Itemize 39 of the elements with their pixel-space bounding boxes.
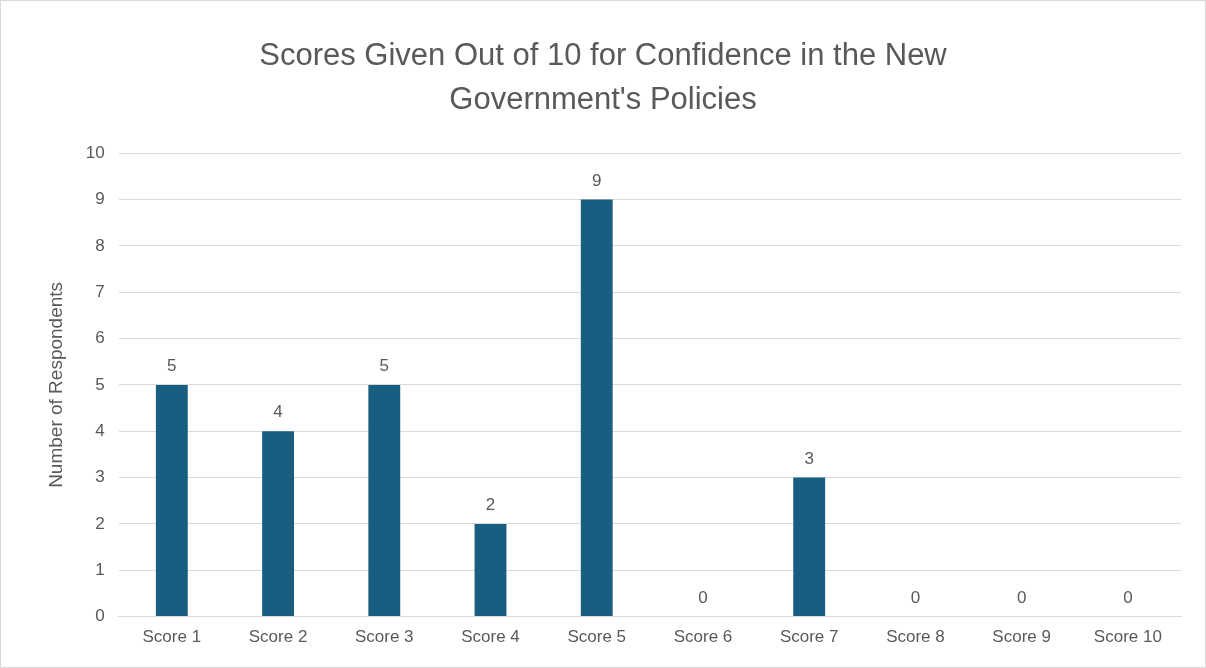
x-tick-label: Score 6 (673, 627, 733, 647)
data-label: 0 (910, 587, 921, 607)
y-axis-title: Number of Respondents (44, 281, 66, 488)
data-label: 0 (1016, 587, 1027, 607)
y-tick-label: 9 (95, 189, 105, 209)
y-tick-label: 10 (85, 142, 105, 162)
y-tick-label: 7 (95, 281, 105, 301)
x-tick-label: Score 9 (992, 627, 1051, 647)
x-tick-label: Score 10 (1093, 627, 1162, 647)
x-tick-label: Score 2 (248, 627, 308, 647)
y-tick-label: 5 (95, 374, 105, 394)
bar (580, 199, 613, 617)
bar (474, 523, 507, 617)
data-label: 0 (698, 587, 708, 607)
bar (368, 384, 401, 617)
y-tick-label: 6 (95, 328, 105, 348)
y-tick-label: 4 (95, 420, 105, 440)
x-tick-label: Score 4 (461, 627, 520, 647)
x-tick-label: Score 8 (886, 627, 945, 647)
bar (262, 431, 294, 617)
data-label: 5 (379, 356, 390, 376)
x-tick-label: Score 1 (142, 627, 202, 647)
bar (793, 477, 826, 617)
x-tick-label: Score 7 (779, 627, 839, 647)
data-label: 0 (1123, 587, 1133, 607)
y-tick-label: 1 (95, 559, 105, 579)
data-label: 2 (485, 495, 496, 515)
y-tick-label: 2 (95, 513, 105, 533)
data-label: 3 (804, 448, 814, 468)
data-label: 5 (167, 356, 177, 376)
data-label: 4 (273, 402, 283, 422)
y-tick-label: 0 (95, 606, 105, 626)
data-label: 9 (592, 170, 602, 190)
chart-title: Scores Given Out of 10 for Confidence in the New Government's Policies (258, 36, 948, 118)
bar (155, 384, 188, 617)
x-tick-label: Score 3 (354, 627, 414, 647)
y-tick-label: 8 (95, 235, 105, 255)
x-tick-label: Score 5 (567, 627, 627, 647)
y-tick-label: 3 (95, 467, 105, 487)
